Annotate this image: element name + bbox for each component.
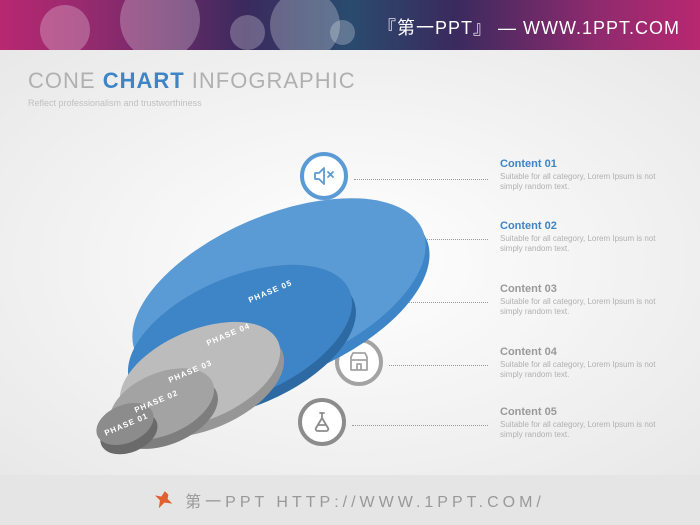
title-block: CONE CHART INFOGRAPHIC Reflect professio…	[28, 68, 356, 108]
content-body: Suitable for all category, Lorem Ipsum i…	[500, 172, 680, 193]
flask-icon	[298, 398, 346, 446]
content-item: Content 05 Suitable for all category, Lor…	[500, 406, 680, 441]
bokeh-circle	[230, 15, 265, 50]
bokeh-circle	[120, 0, 200, 50]
content-title: Content 04	[500, 346, 680, 358]
content-item: Content 04 Suitable for all category, Lor…	[500, 346, 680, 381]
content-item: Content 01 Suitable for all category, Lor…	[500, 158, 680, 193]
content-title: Content 01	[500, 158, 680, 170]
content-item: Content 02 Suitable for all category, Lor…	[500, 220, 680, 255]
content-body: Suitable for all category, Lorem Ipsum i…	[500, 234, 680, 255]
footer-text: 第一PPT HTTP://WWW.1PPT.COM/	[185, 488, 545, 512]
page-title: CONE CHART INFOGRAPHIC	[28, 68, 356, 94]
bokeh-header: 『第一PPT』 — WWW.1PPT.COM	[0, 0, 700, 50]
title-prefix: CONE	[28, 68, 103, 93]
bokeh-circle	[270, 0, 340, 50]
content-body: Suitable for all category, Lorem Ipsum i…	[500, 420, 680, 441]
brand-url: WWW.1PPT.COM	[523, 18, 680, 38]
content-title: Content 05	[500, 406, 680, 418]
content-title: Content 02	[500, 220, 680, 232]
pin-icon	[155, 490, 175, 510]
leader-line	[352, 425, 488, 426]
brand-name: 『第一PPT』	[378, 18, 492, 38]
content-body: Suitable for all category, Lorem Ipsum i…	[500, 297, 680, 318]
content-item: Content 03 Suitable for all category, Lor…	[500, 283, 680, 318]
title-suffix: INFOGRAPHIC	[185, 68, 356, 93]
leader-line	[389, 365, 488, 366]
bokeh-circle	[40, 5, 90, 50]
subtitle: Reflect professionalism and trustworthin…	[28, 98, 356, 108]
main-slide-area: CONE CHART INFOGRAPHIC Reflect professio…	[0, 50, 700, 475]
content-title: Content 03	[500, 283, 680, 295]
footer: 第一PPT HTTP://WWW.1PPT.COM/	[0, 475, 700, 525]
content-body: Suitable for all category, Lorem Ipsum i…	[500, 360, 680, 381]
title-bold: CHART	[103, 68, 185, 93]
header-branding: 『第一PPT』 — WWW.1PPT.COM	[378, 14, 680, 40]
